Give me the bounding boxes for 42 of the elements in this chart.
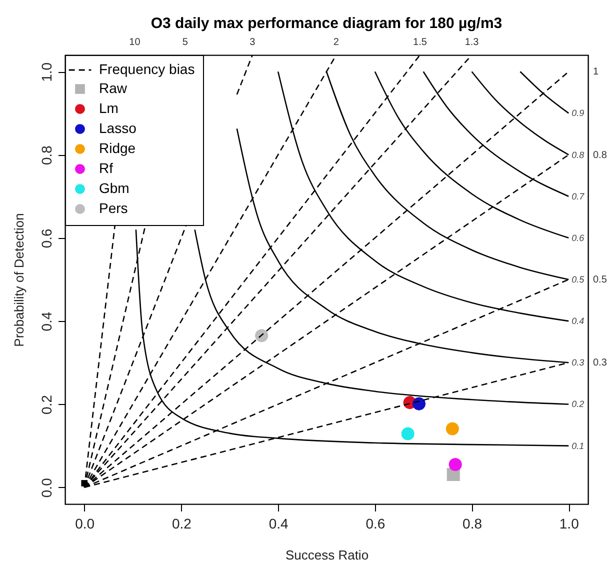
y-axis-title: Probability of Detection — [12, 213, 26, 347]
series-label: 0.3 — [572, 358, 584, 368]
series-label: 1.3 — [464, 37, 480, 48]
series-label: 5 — [182, 37, 188, 48]
series-label: 0.2 — [572, 399, 584, 410]
series-label: 0.4 — [572, 316, 584, 326]
legend-label: Pers — [99, 200, 128, 216]
x-tick-label: 0.0 — [75, 516, 95, 532]
series-label: 0.5 — [572, 274, 586, 284]
x-tick-label: 0.6 — [366, 516, 386, 532]
series-label: 2 — [333, 37, 340, 48]
series-label: 0.8 — [572, 150, 584, 160]
series-label: 0.6 — [572, 232, 584, 243]
y-tick-label: 0.6 — [38, 228, 54, 248]
series-label: 0.7 — [572, 191, 586, 202]
y-tick-label: 0.0 — [38, 478, 54, 498]
y-tick-label: 0.2 — [38, 394, 54, 414]
x-tick-label: 0.4 — [268, 516, 289, 532]
y-tick-label: 0.4 — [38, 312, 54, 332]
series-label: 0.9 — [572, 108, 584, 118]
legend-label: Ridge — [99, 140, 136, 156]
text: 0.8 — [593, 150, 608, 161]
text: 0.5 — [593, 274, 608, 286]
x-tick-label: 1.0 — [559, 516, 580, 532]
legend-label: Lasso — [99, 120, 137, 136]
x-tick-label: 0.2 — [172, 516, 192, 532]
chart-title: O3 daily max performance diagram for 180 µg/m3 — [150, 15, 502, 32]
y-tick-label: 1.0 — [38, 62, 54, 82]
y-tick-label: 0.8 — [38, 145, 54, 166]
legend-label: Frequency bias — [99, 61, 195, 77]
x-axis-title: Success Ratio — [285, 548, 369, 562]
legend-label: Lm — [99, 100, 118, 116]
series-label: 0.1 — [572, 440, 584, 451]
legend-label: Gbm — [99, 180, 130, 196]
legend-label: Raw — [99, 80, 128, 96]
text: 0.3 — [593, 358, 608, 369]
series-label: 10 — [129, 37, 141, 48]
legend-label: Rf — [99, 160, 114, 176]
x-tick-label: 0.8 — [462, 516, 482, 532]
text: 1 — [593, 66, 599, 78]
series-label: 3 — [250, 37, 256, 48]
series-label: 1.5 — [413, 37, 428, 48]
